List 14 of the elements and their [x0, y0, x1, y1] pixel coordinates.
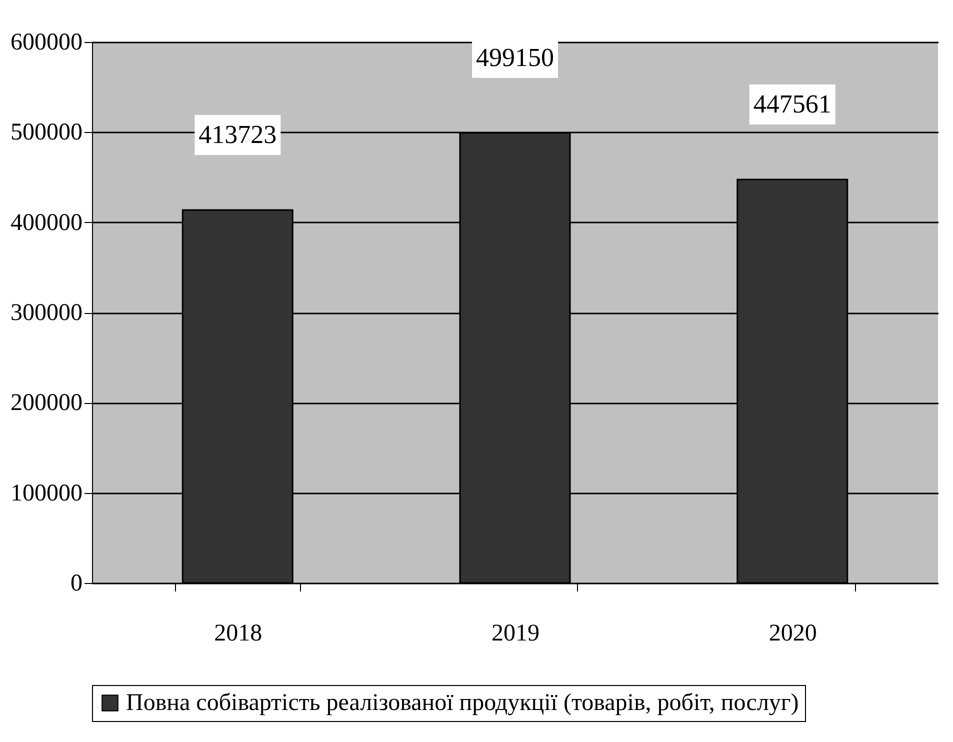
x-tick-label: 2019: [492, 620, 540, 646]
y-tick-label: 200000: [10, 390, 82, 416]
data-label: 447561: [753, 89, 832, 118]
y-tick-label: 300000: [10, 300, 82, 326]
y-tick-label: 500000: [10, 120, 82, 146]
x-tick-label: 2020: [768, 620, 817, 646]
y-tick-label: 600000: [10, 30, 82, 56]
data-label: 413723: [198, 120, 277, 149]
legend-label: Повна собівартість реалізованої продукції (товарів, робіт, послуг): [126, 690, 799, 716]
data-label: 499150: [476, 42, 554, 72]
y-tick-label: 100000: [10, 480, 82, 506]
x-tick-label: 2018: [214, 620, 262, 646]
y-tick-label: 0: [70, 570, 82, 596]
y-tick-label: 400000: [10, 210, 82, 236]
